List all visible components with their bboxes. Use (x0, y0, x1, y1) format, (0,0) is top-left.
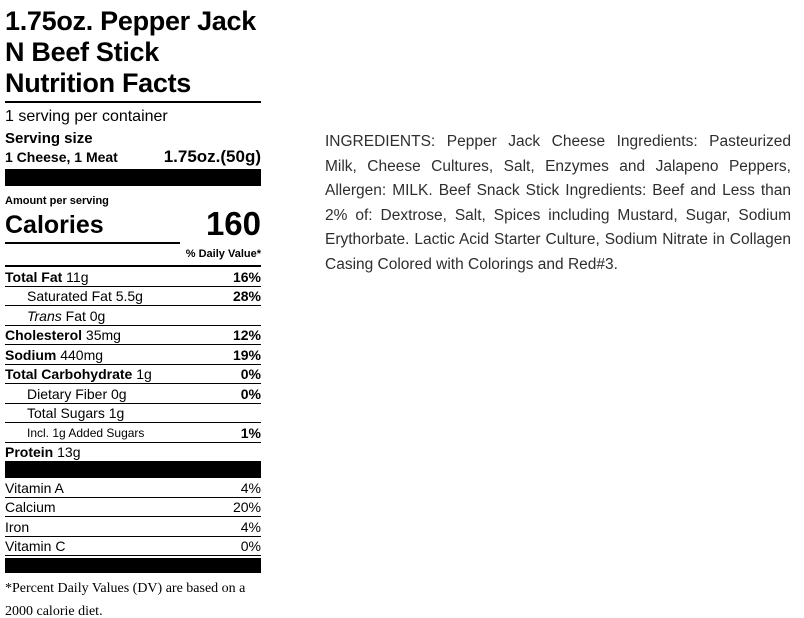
separator-bar-bottom (5, 558, 261, 573)
title-line-2: N Beef Stick (5, 37, 159, 67)
servings-per-container: 1 serving per container (5, 108, 168, 125)
vitamin-name: Iron (5, 518, 30, 535)
daily-value-header: % Daily Value* (185, 248, 261, 260)
nutrient-daily-value: 12% (232, 327, 261, 343)
daily-value-footnote: *Percent Daily Values (DV) are based on … (5, 581, 246, 618)
calories-row: Calories 160 (5, 205, 261, 242)
title-line-3: Nutrition Facts (5, 68, 192, 98)
title-line-1: 1.75oz. Pepper Jack (5, 6, 256, 36)
nutrient-name: Trans Fat 0g (27, 307, 106, 324)
nutrient-name: Total Fat 11g (5, 268, 89, 285)
nutrient-row: Total Sugars 1g (5, 404, 261, 423)
nutrient-name: Sodium 440mg (5, 346, 104, 363)
nutrient-daily-value: 0% (240, 366, 261, 382)
product-title: 1.75oz. Pepper Jack N Beef Stick Nutriti… (5, 6, 261, 99)
vitamin-row: Calcium 20% (5, 498, 261, 517)
separator-bar-top (5, 169, 261, 186)
serving-size-row: 1 Cheese, 1 Meat 1.75oz.(50g) (5, 148, 261, 166)
vitamin-name: Vitamin C (5, 538, 66, 554)
nutrient-daily-value: 0% (240, 385, 261, 402)
vitamin-name: Vitamin A (5, 479, 64, 496)
vitamin-rows: Vitamin A 4% Calcium 20% Iron 4% Vitamin C 0% (5, 478, 261, 556)
vitamin-row: Vitamin C 0% (5, 537, 261, 556)
calories-label: Calories (5, 211, 104, 239)
vitamin-row: Vitamin A 4% (5, 478, 261, 498)
nutrient-row: Sodium 440mg 19% (5, 345, 261, 365)
daily-value-divider (5, 265, 261, 267)
nutrient-row: Protein 13g (5, 443, 261, 462)
nutrition-facts-label: 1.75oz. Pepper Jack N Beef Stick Nutriti… (5, 6, 261, 618)
nutrient-name: Cholesterol 35mg (5, 327, 121, 343)
vitamin-name: Calcium (5, 499, 56, 515)
nutrient-name: Dietary Fiber 0g (27, 385, 127, 402)
serving-size-description: 1 Cheese, 1 Meat (5, 149, 118, 165)
calories-underline (5, 242, 180, 244)
nutrient-rows: Total Fat 11g 16% Saturated Fat 5.5g 28% Tra… (5, 267, 261, 461)
nutrient-row: Cholesterol 35mg 12% (5, 326, 261, 345)
nutrient-daily-value: 16% (232, 268, 261, 285)
nutrient-row: Saturated Fat 5.5g 28% (5, 287, 261, 306)
nutrient-row: Total Fat 11g 16% (5, 267, 261, 287)
nutrient-name: Incl. 1g Added Sugars (27, 425, 145, 440)
serving-size-amount: 1.75oz.(50g) (163, 147, 261, 166)
nutrient-name: Saturated Fat 5.5g (27, 288, 143, 304)
vitamin-daily-value: 20% (232, 499, 261, 515)
nutrient-row: Total Carbohydrate 1g 0% (5, 365, 261, 384)
nutrient-row: Incl. 1g Added Sugars 1% (5, 423, 261, 443)
title-divider (5, 101, 261, 103)
nutrient-name: Total Carbohydrate 1g (5, 366, 152, 382)
nutrient-daily-value: 28% (232, 288, 261, 304)
serving-size-label: Serving size (5, 130, 93, 147)
nutrient-daily-value: 1% (240, 424, 261, 441)
nutrient-daily-value: 19% (232, 346, 261, 363)
nutrient-row: Trans Fat 0g (5, 306, 261, 326)
vitamin-row: Iron 4% (5, 517, 261, 537)
nutrient-name: Protein 13g (5, 444, 81, 460)
separator-bar-middle (5, 461, 261, 478)
nutrient-name: Total Sugars 1g (27, 405, 125, 421)
nutrient-row: Dietary Fiber 0g 0% (5, 384, 261, 404)
vitamin-daily-value: 0% (240, 538, 261, 554)
vitamin-daily-value: 4% (240, 479, 261, 496)
vitamin-daily-value: 4% (240, 518, 261, 535)
amount-per-serving-label: Amount per serving (5, 195, 109, 207)
calories-value: 160 (205, 205, 261, 242)
ingredients-paragraph: INGREDIENTS: Pepper Jack Cheese Ingredie… (325, 133, 791, 273)
